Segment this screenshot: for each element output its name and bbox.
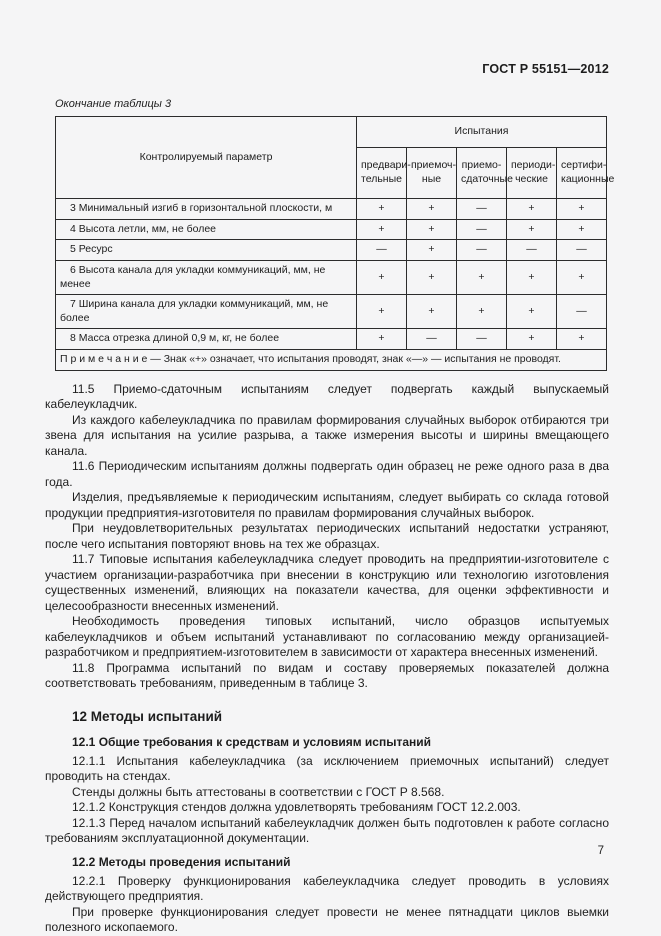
value-cell: +: [506, 198, 557, 220]
paragraph: Из каждого кабелеукладчика по правилам ф…: [45, 412, 609, 458]
section-heading-12: 12 Методы испытаний: [72, 708, 223, 724]
subsection-heading-12-2: 12.2 Методы проведения испытаний: [72, 854, 291, 869]
column-header-preliminary: предвари- тельные: [356, 147, 411, 199]
value-cell: —: [506, 239, 557, 261]
paragraph: 11.6 Периодическим испытаниям должны под…: [45, 459, 609, 489]
param-cell: 3 Минимальный изгиб в горизонтальной пло…: [55, 198, 357, 220]
value-cell: +: [406, 218, 457, 241]
table-note: П р и м е ч а н и е — Знак «+» означает,…: [55, 349, 607, 371]
value-cell: +: [456, 259, 507, 296]
column-header-periodic: периоди- ческие: [506, 147, 557, 199]
paragraph: Изделия, предъявляемые к периодическим и…: [45, 490, 609, 520]
paragraph: Стенды должны быть аттестованы в соответ…: [72, 784, 445, 799]
page-number: 7: [597, 845, 604, 857]
value-cell: +: [506, 259, 557, 296]
value-cell: —: [356, 239, 407, 261]
value-cell: —: [456, 328, 507, 351]
table-caption: Окончание таблицы 3: [55, 98, 172, 110]
paragraph: 12.2.1 Проверку функционирования кабелеу…: [45, 873, 609, 904]
value-cell: +: [356, 259, 407, 296]
paragraph: Необходимость проведения типовых испытан…: [45, 614, 609, 660]
table-row: 3 Минимальный изгиб в горизонтальной пло…: [55, 198, 607, 220]
column-header-acceptance: приемоч- ные: [406, 147, 457, 199]
paragraph: 12.1.3 Перед началом испытаний кабелеукл…: [45, 815, 609, 846]
table-row: 8 Масса отрезка длиной 0,9 м, кг, не бол…: [55, 328, 607, 351]
value-cell: —: [556, 294, 607, 330]
value-cell: +: [506, 328, 557, 351]
tests-group-header: Испытания: [356, 116, 607, 148]
table-note-row: П р и м е ч а н и е — Знак «+» означает,…: [55, 349, 607, 371]
value-cell: +: [556, 218, 607, 241]
param-cell: 7 Ширина канала для укладки коммуникаций…: [55, 294, 357, 330]
value-cell: +: [356, 328, 407, 351]
paragraph: 12.1.1 Испытания кабелеукладчика (за иск…: [45, 753, 609, 784]
param-cell: 5 Ресурс: [55, 239, 357, 261]
paragraph: 11.5 Приемо-сдаточным испытаниям следует…: [45, 381, 609, 412]
tests-table: Контролируемый параметр Испытания предва…: [55, 116, 614, 371]
value-cell: +: [356, 294, 407, 330]
value-cell: +: [556, 328, 607, 351]
value-cell: +: [406, 239, 457, 261]
value-cell: +: [406, 198, 457, 220]
paragraph: 11.8 Программа испытаний по видам и сост…: [45, 660, 609, 691]
table-row: 5 Ресурс — + — — —: [55, 239, 607, 261]
value-cell: +: [506, 294, 557, 330]
value-cell: —: [456, 218, 507, 241]
param-header-cell: Контролируемый параметр: [55, 116, 357, 199]
column-header-certification: сертифи- кационные: [556, 147, 614, 199]
value-cell: +: [356, 218, 407, 241]
doc-code: ГОСТ Р 55151—2012: [482, 62, 609, 76]
value-cell: +: [356, 198, 407, 220]
value-cell: —: [456, 239, 507, 261]
value-cell: —: [556, 239, 607, 261]
table-row: 4 Высота летли, мм, не более + + — + +: [55, 218, 607, 241]
table-row: 6 Высота канала для укладки коммуникаций…: [55, 259, 607, 296]
paragraph: При неудовлетворительных результатах пер…: [45, 521, 609, 551]
column-header-handover: приемо- сдаточные: [456, 147, 513, 199]
value-cell: +: [406, 294, 457, 330]
value-cell: +: [506, 218, 557, 241]
table-row: 7 Ширина канала для укладки коммуникаций…: [55, 294, 607, 330]
subsection-heading-12-1: 12.1 Общие требования к средствам и усло…: [72, 734, 432, 749]
value-cell: —: [456, 198, 507, 220]
param-cell: 6 Высота канала для укладки коммуникаций…: [55, 259, 357, 296]
param-cell: 4 Высота летли, мм, не более: [55, 218, 357, 241]
paragraph: При проверке функционирования следует пр…: [45, 904, 609, 935]
tests-table-header: Контролируемый параметр Испытания предва…: [55, 116, 614, 199]
body-text: 11.5 Приемо-сдаточным испытаниям следует…: [45, 382, 609, 936]
param-cell: 8 Масса отрезка длиной 0,9 м, кг, не бол…: [55, 328, 357, 351]
value-cell: +: [556, 198, 607, 220]
paragraph: 11.7 Типовые испытания кабелеукладчика с…: [45, 552, 609, 613]
paragraph: 12.1.2 Конструкция стендов должна удовле…: [72, 800, 521, 815]
value-cell: +: [556, 259, 607, 296]
value-cell: —: [406, 328, 457, 351]
value-cell: +: [406, 259, 457, 296]
value-cell: +: [456, 294, 507, 330]
